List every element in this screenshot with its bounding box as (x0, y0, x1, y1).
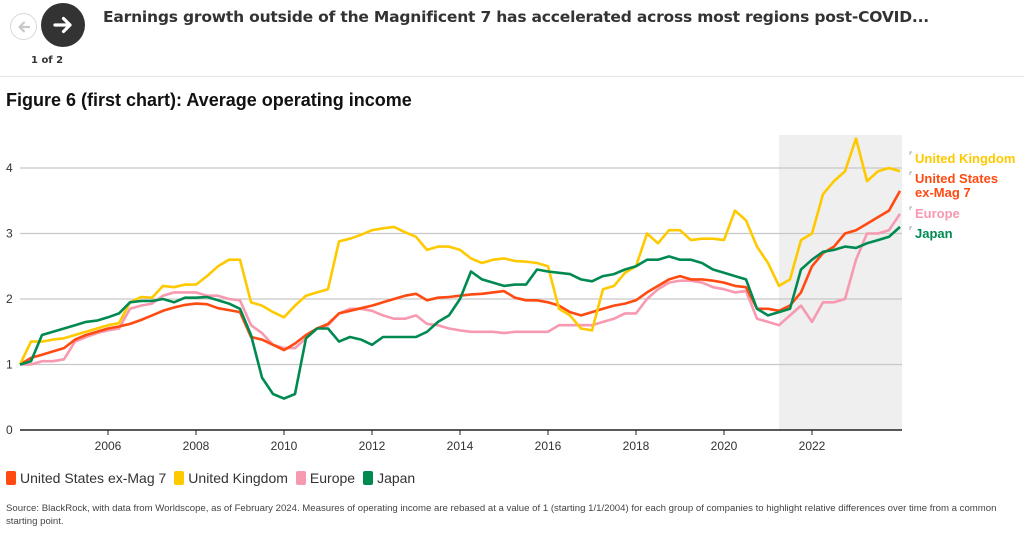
legend-label-us: United States ex-Mag 7 (20, 470, 167, 486)
legend-swatch-us (6, 471, 16, 485)
headline: Earnings growth outside of the Magnifice… (103, 8, 929, 26)
x-tick-label: 2020 (711, 439, 738, 453)
y-tick-label: 2 (6, 292, 13, 306)
label-connector (909, 171, 912, 175)
x-tick-label: 2016 (535, 439, 562, 453)
x-tick-label: 2006 (95, 439, 122, 453)
x-tick-label: 2010 (271, 439, 298, 453)
chart-title: Figure 6 (first chart): Average operatin… (6, 90, 412, 110)
y-tick-label: 3 (6, 227, 13, 241)
arrow-left-icon (17, 20, 30, 33)
x-tick-label: 2018 (623, 439, 650, 453)
series-line-japan (19, 225, 901, 400)
series-line-europe (20, 213, 902, 366)
legend-item-japan[interactable]: Japan (363, 470, 415, 486)
x-tick-label: 2014 (447, 439, 474, 453)
series-line-uk (18, 137, 901, 366)
end-label-us: United States (915, 171, 998, 186)
label-connector (909, 226, 912, 230)
line-chart: 0 1 2 3 4 2006 2008 2010 2012 2014 2016 2018 2020 202… (6, 135, 1015, 453)
end-label-us: ex-Mag 7 (915, 185, 971, 200)
y-tick-label: 1 (6, 358, 13, 372)
end-label-europe: Europe (915, 206, 960, 221)
top-bar: 1 of 2 Earnings growth outside of the Ma… (0, 0, 1024, 77)
y-tick-label: 0 (6, 423, 13, 437)
legend-label-europe: Europe (309, 470, 356, 486)
source-note: Source: BlackRock, with data from Worlds… (6, 503, 997, 527)
arrow-right-icon (53, 16, 72, 34)
label-connector (909, 206, 912, 210)
end-label-japan: Japan (915, 226, 953, 241)
legend-swatch-uk (174, 471, 185, 485)
x-tick-label: 2012 (359, 439, 386, 453)
next-chart-button[interactable] (41, 3, 85, 47)
legend-label-uk: United Kingdom (188, 470, 288, 486)
label-connector (909, 151, 912, 155)
legend-swatch-europe (295, 471, 306, 485)
previous-chart-button[interactable] (10, 13, 37, 40)
legend-item-us[interactable]: United States ex-Mag 7 (6, 470, 166, 486)
legend-item-uk[interactable]: United Kingdom (174, 470, 288, 486)
page-counter: 1 of 2 (31, 55, 64, 66)
series-line-us (19, 190, 902, 366)
x-tick-label: 2022 (799, 439, 826, 453)
legend: United States ex-Mag 7 United Kingdom Eu… (6, 470, 423, 486)
legend-item-europe[interactable]: Europe (295, 470, 356, 486)
end-label-uk: United Kingdom (915, 151, 1015, 166)
x-tick-label: 2008 (183, 439, 210, 453)
y-tick-label: 4 (6, 161, 13, 175)
shaded-region (779, 135, 902, 430)
legend-label-japan: Japan (377, 470, 416, 486)
legend-swatch-japan (363, 471, 374, 485)
